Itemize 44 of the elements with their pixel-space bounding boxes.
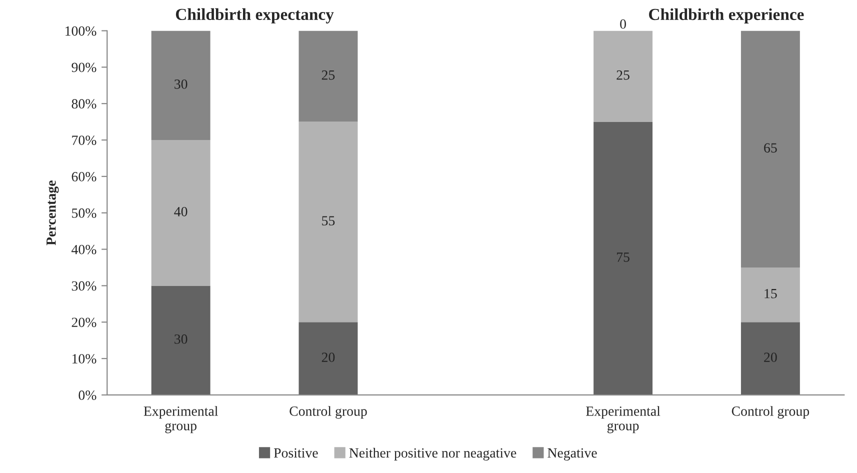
data-label: 55: [322, 216, 335, 226]
bar: [298, 30, 358, 122]
y-tick-label: 80%: [72, 99, 96, 109]
legend-label: Positive: [274, 448, 318, 458]
bar: [151, 286, 210, 395]
bar: [594, 30, 653, 122]
data-label: 75: [617, 252, 630, 262]
data-label: 25: [616, 70, 630, 80]
y-tick-label: 70%: [72, 136, 96, 146]
legend-label: Neither positive nor neagative: [349, 448, 516, 460]
y-tick-label: 20%: [72, 318, 96, 328]
y-axis-title: Percentage: [46, 180, 59, 246]
bar: [298, 122, 358, 322]
bar: [151, 30, 210, 140]
y-tick-label: 30%: [72, 281, 96, 291]
bar: [151, 140, 210, 286]
y-tick-label: 10%: [72, 354, 96, 364]
data-label: 20: [322, 352, 335, 362]
legend-label: Negative: [548, 448, 597, 460]
text: Childbirth expectancy: [176, 8, 334, 24]
y-tick-label: 60%: [72, 172, 96, 182]
y-tick-label: 100%: [66, 26, 96, 36]
bar: [740, 322, 800, 395]
x-tick-label: Experimental group: [144, 406, 218, 434]
x-tick-label: Control group: [290, 406, 367, 419]
y-tick-label: 40%: [72, 244, 96, 254]
data-label: 20: [764, 352, 777, 362]
data-label: 15: [764, 288, 777, 298]
data-label: 0: [620, 19, 626, 29]
data-label: 65: [764, 143, 777, 153]
text: Childbirth experience: [649, 8, 804, 24]
data-label: 30: [174, 334, 188, 344]
y-tick-label: 50%: [72, 208, 96, 218]
data-label: 40: [174, 206, 188, 216]
y-tick-label: 90%: [72, 62, 96, 72]
x-tick-label: Control group: [732, 406, 810, 419]
data-label: 25: [322, 70, 335, 80]
bar: [298, 322, 358, 395]
bar: [594, 122, 653, 395]
y-tick-label: 0%: [78, 390, 96, 400]
data-label: 30: [174, 79, 188, 89]
bar: [740, 30, 800, 268]
x-tick-label: Experimental group: [586, 406, 660, 434]
bar: [740, 267, 800, 322]
